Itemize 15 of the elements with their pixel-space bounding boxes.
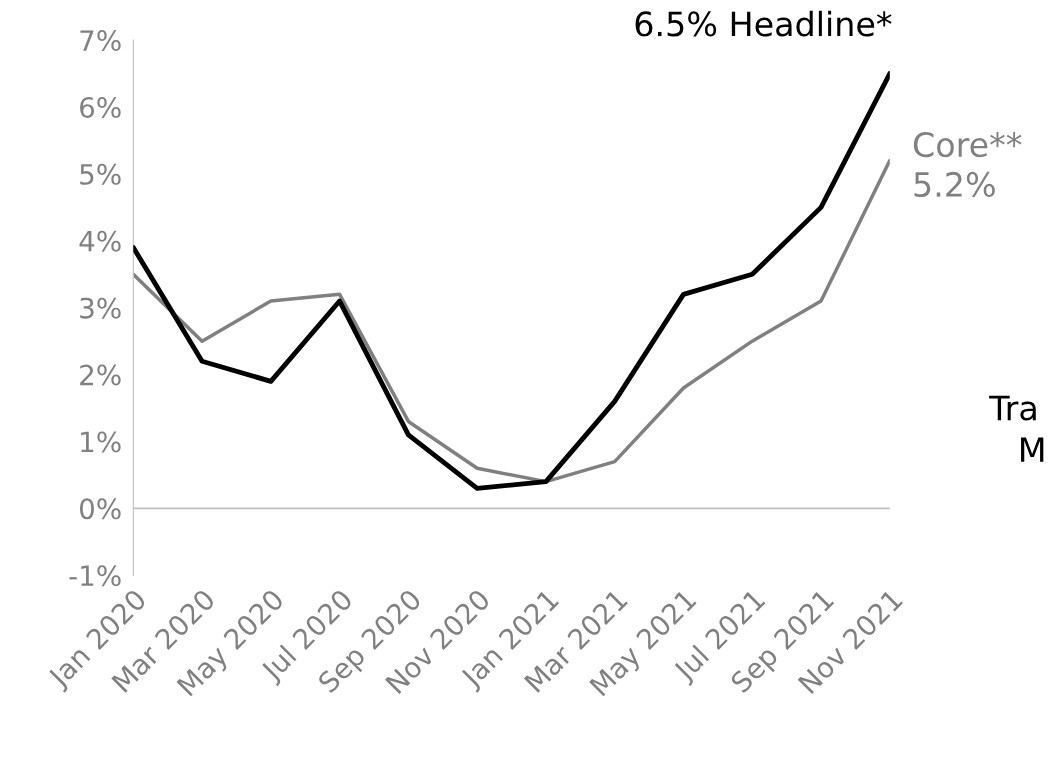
y-tick-label: 7% [80,30,121,52]
y-tick-label: 1% [81,431,121,453]
line-series [133,71,890,491]
y-tick-label: 4% [79,230,121,252]
line-series [133,158,890,484]
annotation: 6.5% Headline* [635,10,892,37]
y-tick-label: 6% [80,96,121,118]
annotation: Core** 5.2% [913,132,1022,198]
y-tick-label: 3% [80,297,121,319]
y-tick-label: 5% [80,163,121,185]
y-tick-label: -1% [69,565,121,587]
text: Tra [989,395,1036,421]
y-tick-label: 0% [79,498,121,520]
y-tick-label: 2% [80,364,121,386]
text: M [1021,437,1044,462]
